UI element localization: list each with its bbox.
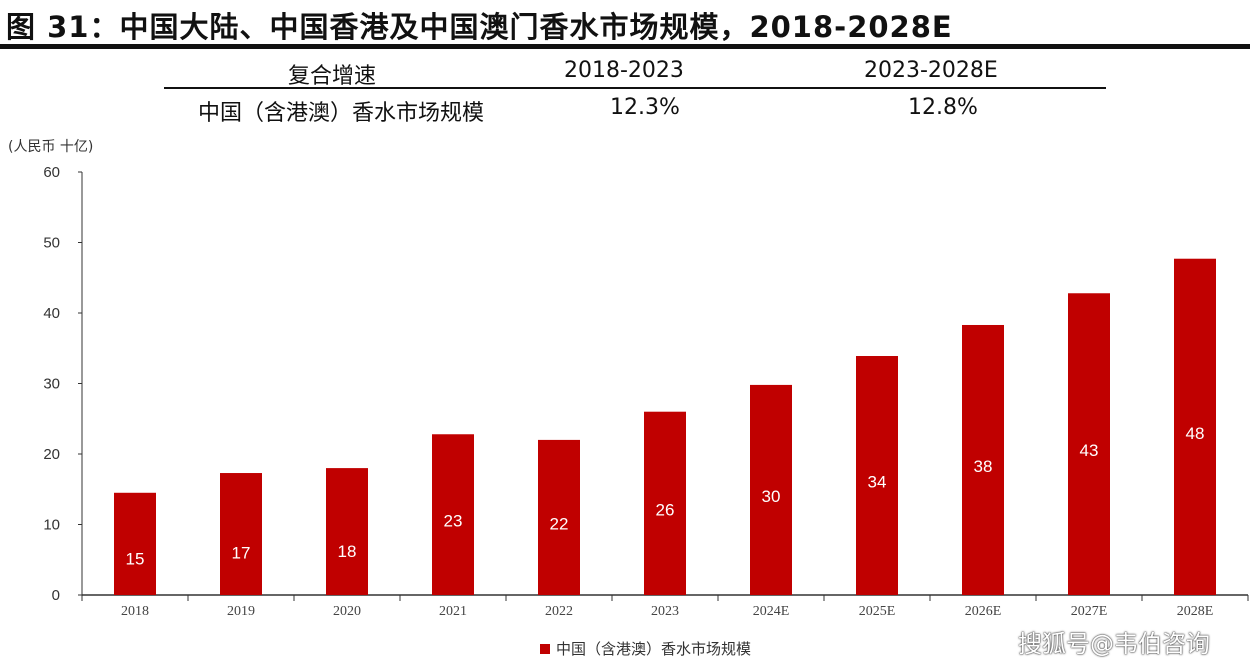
watermark: 搜狐号@韦伯咨询 bbox=[1018, 630, 1210, 658]
x-tick-label: 2021 bbox=[439, 604, 467, 619]
bar bbox=[856, 356, 898, 595]
data-label: 23 bbox=[444, 512, 463, 531]
legend-swatch bbox=[540, 643, 550, 654]
data-label: 26 bbox=[656, 500, 675, 519]
title-divider bbox=[0, 44, 1250, 49]
figure-title: 图 31：中国大陆、中国香港及中国澳门香水市场规模，2018-2028E bbox=[6, 10, 953, 44]
bar bbox=[962, 324, 1004, 595]
bar bbox=[750, 384, 792, 595]
x-tick-label: 2018 bbox=[121, 604, 149, 619]
bar bbox=[1174, 258, 1216, 595]
x-tick-label: 2022 bbox=[545, 604, 573, 619]
bar bbox=[432, 434, 474, 595]
y-tick-label: 0 bbox=[52, 587, 60, 604]
bar bbox=[220, 473, 262, 595]
data-label: 15 bbox=[126, 549, 145, 568]
y-tick-label: 10 bbox=[43, 517, 60, 534]
data-label: 18 bbox=[338, 542, 357, 561]
table-header-period-2: 2023-2028E bbox=[864, 58, 998, 83]
x-tick-label: 2024E bbox=[753, 604, 790, 619]
x-tick-label: 2026E bbox=[965, 604, 1002, 619]
data-label: 34 bbox=[868, 473, 887, 492]
bar bbox=[1068, 293, 1110, 595]
data-label: 22 bbox=[550, 514, 569, 533]
x-tick-label: 2028E bbox=[1177, 604, 1214, 619]
table-row-label: 中国（含港澳）香水市场规模 bbox=[198, 101, 485, 126]
bar bbox=[538, 439, 580, 595]
data-label: 17 bbox=[232, 543, 251, 562]
y-axis-label: (人民币 十亿) bbox=[8, 139, 94, 155]
y-tick-label: 20 bbox=[43, 446, 60, 463]
y-tick-label: 30 bbox=[43, 376, 60, 393]
x-tick-label: 2020 bbox=[333, 604, 361, 619]
y-tick-label: 60 bbox=[43, 164, 60, 181]
x-tick-label: 2027E bbox=[1071, 604, 1108, 619]
x-tick-label: 2023 bbox=[651, 604, 679, 619]
table-divider bbox=[164, 87, 1106, 89]
table-value-period-1: 12.3% bbox=[610, 95, 680, 120]
table-value-period-2: 12.8% bbox=[908, 95, 978, 120]
y-tick-label: 40 bbox=[43, 305, 60, 322]
table-header-cagr: 复合增速 bbox=[288, 64, 377, 89]
bar bbox=[326, 468, 368, 595]
data-label: 38 bbox=[974, 457, 993, 476]
x-tick-label: 2025E bbox=[859, 604, 896, 619]
x-tick-label: 2019 bbox=[227, 604, 255, 619]
data-label: 43 bbox=[1080, 441, 1099, 460]
legend: 中国（含港澳）香水市场规模 bbox=[540, 638, 751, 659]
bar bbox=[644, 411, 686, 595]
data-label: 48 bbox=[1186, 424, 1205, 443]
data-label: 30 bbox=[762, 487, 781, 506]
table-header-period-1: 2018-2023 bbox=[564, 58, 684, 83]
y-tick-label: 50 bbox=[43, 235, 60, 252]
legend-label: 中国（含港澳）香水市场规模 bbox=[556, 640, 752, 658]
bar bbox=[114, 492, 156, 595]
